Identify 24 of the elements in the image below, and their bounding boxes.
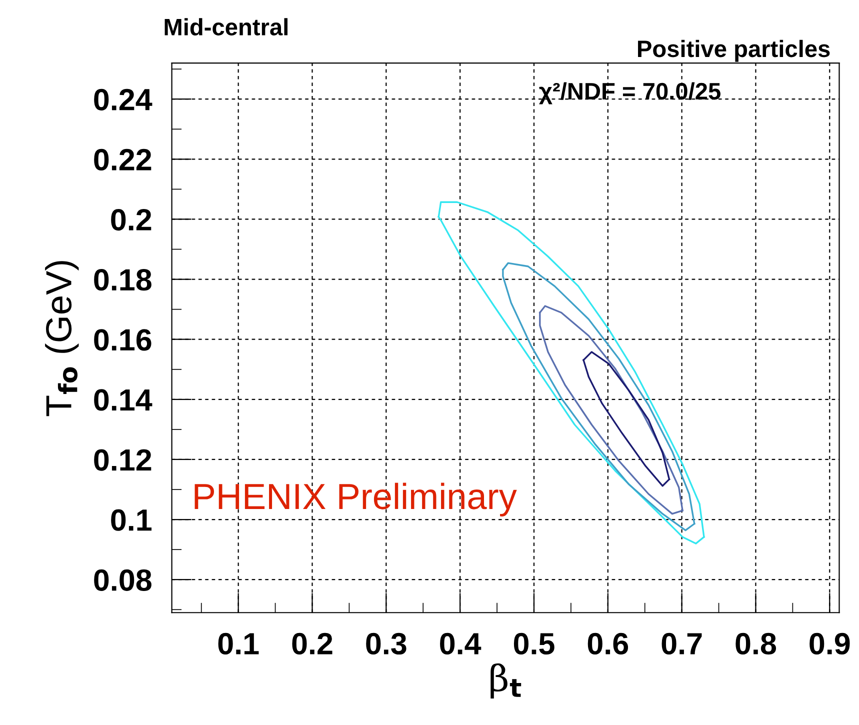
x-tick-label: 0.3	[366, 632, 406, 655]
x-tick-label: 0.7	[662, 632, 702, 655]
annotation: χ²/NDF = 70.0/25	[539, 82, 720, 104]
x-tick-label: 0.5	[514, 632, 554, 655]
y-axis-title: T$_{fo}$ (GeV)	[45, 261, 79, 416]
y-tick-label: 0.14	[94, 389, 152, 411]
x-axis-title: β$_{t}$	[490, 663, 522, 698]
chart-title: Mid-central	[164, 18, 288, 36]
y-tick-label: 0.22	[94, 148, 152, 171]
x-tick-label: 0.2	[292, 632, 332, 655]
y-tick-label: 0.12	[94, 449, 152, 471]
x-tick-label: 0.9	[810, 632, 850, 655]
x-tick-label: 0.4	[440, 632, 482, 655]
y-tick-label: 0.16	[94, 329, 152, 351]
y-tick-label: 0.2	[111, 208, 152, 231]
y-tick-label: 0.1	[111, 509, 152, 531]
chart-subtitle: Positive particles	[638, 40, 830, 62]
y-tick-label: 0.24	[94, 88, 152, 110]
x-tick-label: 0.6	[588, 632, 628, 655]
y-tick-label: 0.18	[94, 269, 152, 291]
annotation: PHENIX Preliminary	[194, 482, 517, 516]
y-tick-label: 0.08	[94, 569, 152, 591]
x-tick-label: 0.8	[736, 632, 776, 655]
x-tick-label: 0.1	[218, 632, 259, 655]
